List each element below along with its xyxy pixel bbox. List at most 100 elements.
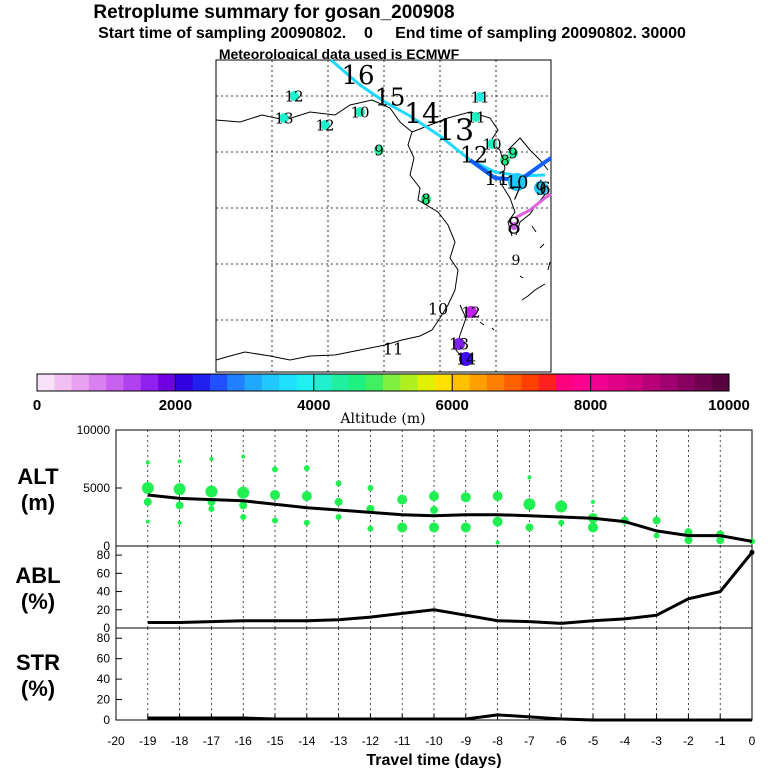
alt-point	[492, 491, 503, 502]
colorbar-tick-label: 4000	[297, 397, 330, 414]
colorbar-label: Altitude (m)	[339, 411, 425, 427]
alt-point	[430, 506, 438, 515]
map-marker	[487, 139, 497, 149]
y-tick-label: 40	[97, 585, 111, 599]
map-day-label: 9	[512, 253, 521, 269]
colorbar-swatch	[140, 374, 159, 391]
alt-point	[303, 465, 310, 472]
colorbar-swatch	[158, 374, 176, 391]
colorbar-swatch	[227, 374, 245, 391]
map-marker	[355, 107, 365, 117]
abl-end-point	[749, 549, 755, 555]
x-tick-label: -10	[425, 734, 443, 748]
alt-point	[367, 525, 374, 532]
abl-line	[147, 551, 754, 625]
map-day-label: 10	[506, 172, 529, 193]
map-day-label: 12	[461, 303, 480, 321]
colorbar-tick-label: 0	[33, 397, 41, 414]
alt-point	[301, 491, 312, 502]
alt-point	[429, 522, 439, 533]
colorbar-tick-label: 2000	[159, 397, 192, 414]
x-tick-label: -18	[171, 734, 189, 748]
map-day-label: 14	[456, 350, 476, 369]
x-tick-label: -3	[651, 734, 662, 748]
panel-abl: 0 20 40 60 80 ABL(%)	[15, 545, 755, 635]
x-tick-label: -11	[394, 734, 411, 748]
y-tick-label: 5000	[83, 481, 110, 495]
colorbar-swatch	[469, 374, 488, 391]
alt-point	[270, 489, 280, 500]
colorbar-swatch	[106, 374, 124, 391]
colorbar-swatch	[313, 374, 332, 391]
alt-point	[303, 519, 310, 526]
alt-point	[143, 497, 152, 506]
alt-point	[429, 491, 439, 502]
panel-alt: 0 5000 10000 ALT(m)	[17, 423, 755, 553]
alt-point	[177, 459, 182, 464]
colorbar-swatch	[210, 374, 228, 391]
map-day-label: 10	[482, 135, 501, 153]
x-tick-label: -12	[362, 734, 380, 748]
alt-point	[209, 457, 214, 461]
alt-point	[397, 522, 408, 533]
map-day-label: 9	[535, 178, 546, 199]
colorbar-swatch	[192, 374, 211, 391]
panel-ylabel: ABL	[15, 563, 60, 588]
x-tick-label: -20	[107, 734, 125, 748]
colorbar-swatch	[365, 374, 384, 391]
colorbar-swatch	[573, 374, 591, 391]
panel-ylabel-unit: (m)	[21, 490, 55, 515]
colorbar-swatch	[71, 374, 90, 391]
alt-point	[272, 517, 278, 524]
colorbar-swatch	[504, 374, 522, 391]
y-tick-label: 40	[97, 672, 111, 686]
y-tick-label: 0	[103, 621, 110, 635]
alt-point	[653, 532, 660, 539]
colorbar-swatch	[279, 374, 297, 391]
alt-point	[177, 520, 182, 525]
x-tick-label: -1	[715, 734, 726, 748]
alt-point	[492, 516, 503, 527]
alt-point	[684, 536, 693, 545]
map-marker	[374, 145, 384, 155]
x-tick-label: -17	[203, 734, 221, 748]
map-day-label: 11	[466, 108, 485, 126]
x-tick-label: -19	[139, 734, 157, 748]
panel-str: 0 20 40 60 80 STR(%)	[16, 627, 753, 727]
x-tick-label: -16	[235, 734, 253, 748]
map-day-label: 6	[539, 178, 550, 199]
x-tick-label: -2	[683, 734, 694, 748]
y-tick-label: 20	[97, 603, 111, 617]
x-tick-label: -5	[588, 734, 599, 748]
colorbar-swatch	[625, 374, 643, 391]
alt-point	[208, 505, 215, 512]
colorbar-swatch	[175, 374, 193, 391]
colorbar-swatch	[452, 374, 470, 391]
colorbar-swatch	[383, 374, 401, 391]
alt-point	[335, 514, 342, 520]
alt-point	[205, 485, 218, 498]
map-marker	[465, 306, 477, 318]
colorbar-swatch	[556, 374, 574, 391]
str-line	[147, 713, 752, 722]
x-tick-label: -14	[298, 734, 316, 748]
map-day-label: 13	[436, 114, 474, 149]
map-day-label: 11	[470, 88, 489, 106]
colorbar-tick-label: 6000	[436, 397, 469, 414]
map-day-label: 9	[374, 141, 384, 159]
colorbar-tick-label: 10000	[708, 397, 750, 414]
colorbar-swatch	[88, 374, 107, 391]
alt-point	[145, 460, 150, 465]
map-marker	[508, 173, 526, 191]
colorbar-swatch	[400, 374, 418, 391]
alt-point	[555, 500, 568, 513]
y-tick-label: 80	[97, 631, 111, 645]
colorbar-swatch	[331, 374, 349, 391]
alt-point	[241, 454, 246, 459]
map-marker	[459, 352, 473, 366]
panel-ylabel-unit: (%)	[21, 676, 55, 701]
map-day-label: 10	[428, 300, 448, 319]
map-marker	[320, 120, 330, 130]
